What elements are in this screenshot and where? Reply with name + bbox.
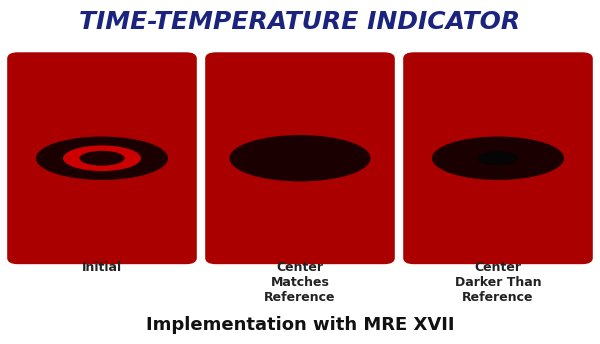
FancyBboxPatch shape: [7, 52, 197, 264]
Text: Center
Matches
Reference: Center Matches Reference: [264, 261, 336, 304]
Text: Initial: Initial: [82, 261, 122, 275]
Text: TIME-TEMPERATURE INDICATOR: TIME-TEMPERATURE INDICATOR: [79, 10, 521, 34]
Text: Center
Darker Than
Reference: Center Darker Than Reference: [455, 261, 541, 304]
FancyBboxPatch shape: [403, 52, 593, 264]
Ellipse shape: [432, 137, 564, 180]
Ellipse shape: [36, 137, 168, 180]
Text: Implementation with MRE XVII: Implementation with MRE XVII: [146, 316, 454, 334]
Ellipse shape: [63, 146, 141, 171]
Ellipse shape: [80, 151, 125, 165]
FancyBboxPatch shape: [205, 52, 395, 264]
Ellipse shape: [477, 151, 519, 165]
Ellipse shape: [464, 147, 533, 170]
Ellipse shape: [229, 135, 371, 181]
